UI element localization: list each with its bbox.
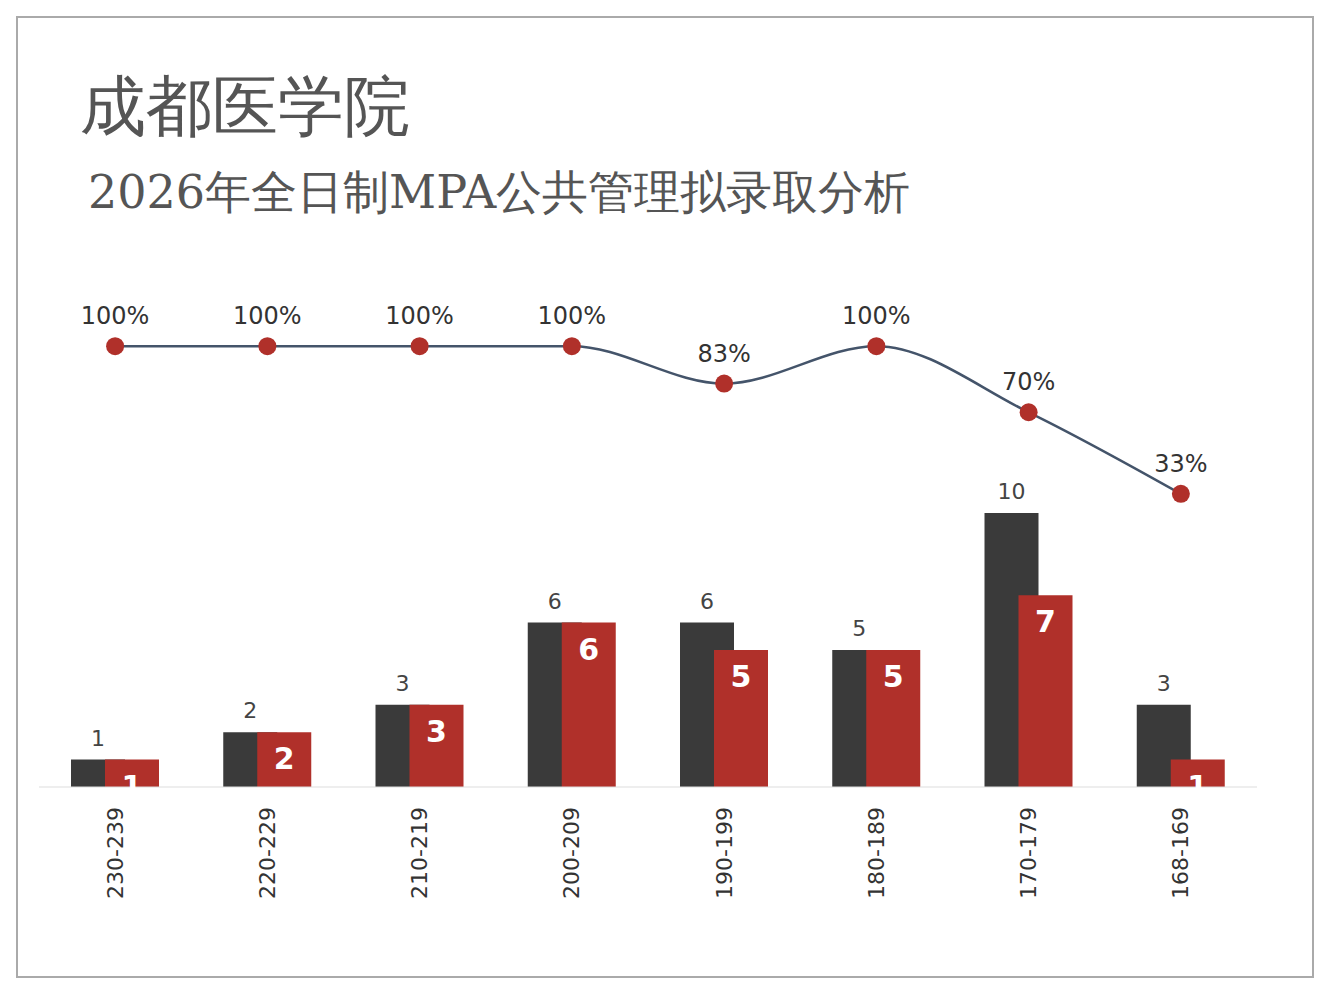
html-text:成都医学院: 成都医学院 <box>80 68 410 145</box>
svg-text:5: 5 <box>731 659 752 694</box>
svg-text:100%: 100% <box>81 302 150 330</box>
svg-text:3: 3 <box>396 671 410 696</box>
svg-text:200-209: 200-209 <box>559 807 584 899</box>
svg-text:1: 1 <box>1187 769 1208 804</box>
svg-text:210-219: 210-219 <box>407 807 432 899</box>
svg-text:100%: 100% <box>538 302 607 330</box>
svg-text:1: 1 <box>91 726 105 751</box>
svg-text:100%: 100% <box>233 302 302 330</box>
svg-text:2: 2 <box>243 698 257 723</box>
svg-text:6: 6 <box>700 589 714 614</box>
svg-text:7: 7 <box>1035 604 1056 639</box>
svg-text:5: 5 <box>883 659 904 694</box>
svg-text:220-229: 220-229 <box>255 807 280 899</box>
svg-text:33%: 33% <box>1154 450 1207 478</box>
svg-text:100%: 100% <box>842 302 911 330</box>
svg-text:6: 6 <box>548 589 562 614</box>
svg-text:2: 2 <box>274 741 295 776</box>
svg-text:70%: 70% <box>1002 368 1055 396</box>
svg-text:3: 3 <box>426 714 447 749</box>
svg-text:10: 10 <box>998 479 1026 504</box>
svg-text:1: 1 <box>122 769 143 804</box>
svg-text:170-179: 170-179 <box>1016 807 1041 899</box>
svg-text:6: 6 <box>578 632 599 667</box>
svg-text:5: 5 <box>852 616 866 641</box>
svg-text:230-239: 230-239 <box>103 807 128 899</box>
html-text:2026年全日制MPA公共管理拟录取分析: 2026年全日制MPA公共管理拟录取分析 <box>88 165 911 219</box>
svg-text:168-169: 168-169 <box>1168 807 1193 899</box>
svg-text:100%: 100% <box>385 302 454 330</box>
svg-text:180-189: 180-189 <box>864 807 889 899</box>
svg-text:83%: 83% <box>697 340 750 368</box>
svg-text:190-199: 190-199 <box>712 807 737 899</box>
svg-text:3: 3 <box>1157 671 1171 696</box>
